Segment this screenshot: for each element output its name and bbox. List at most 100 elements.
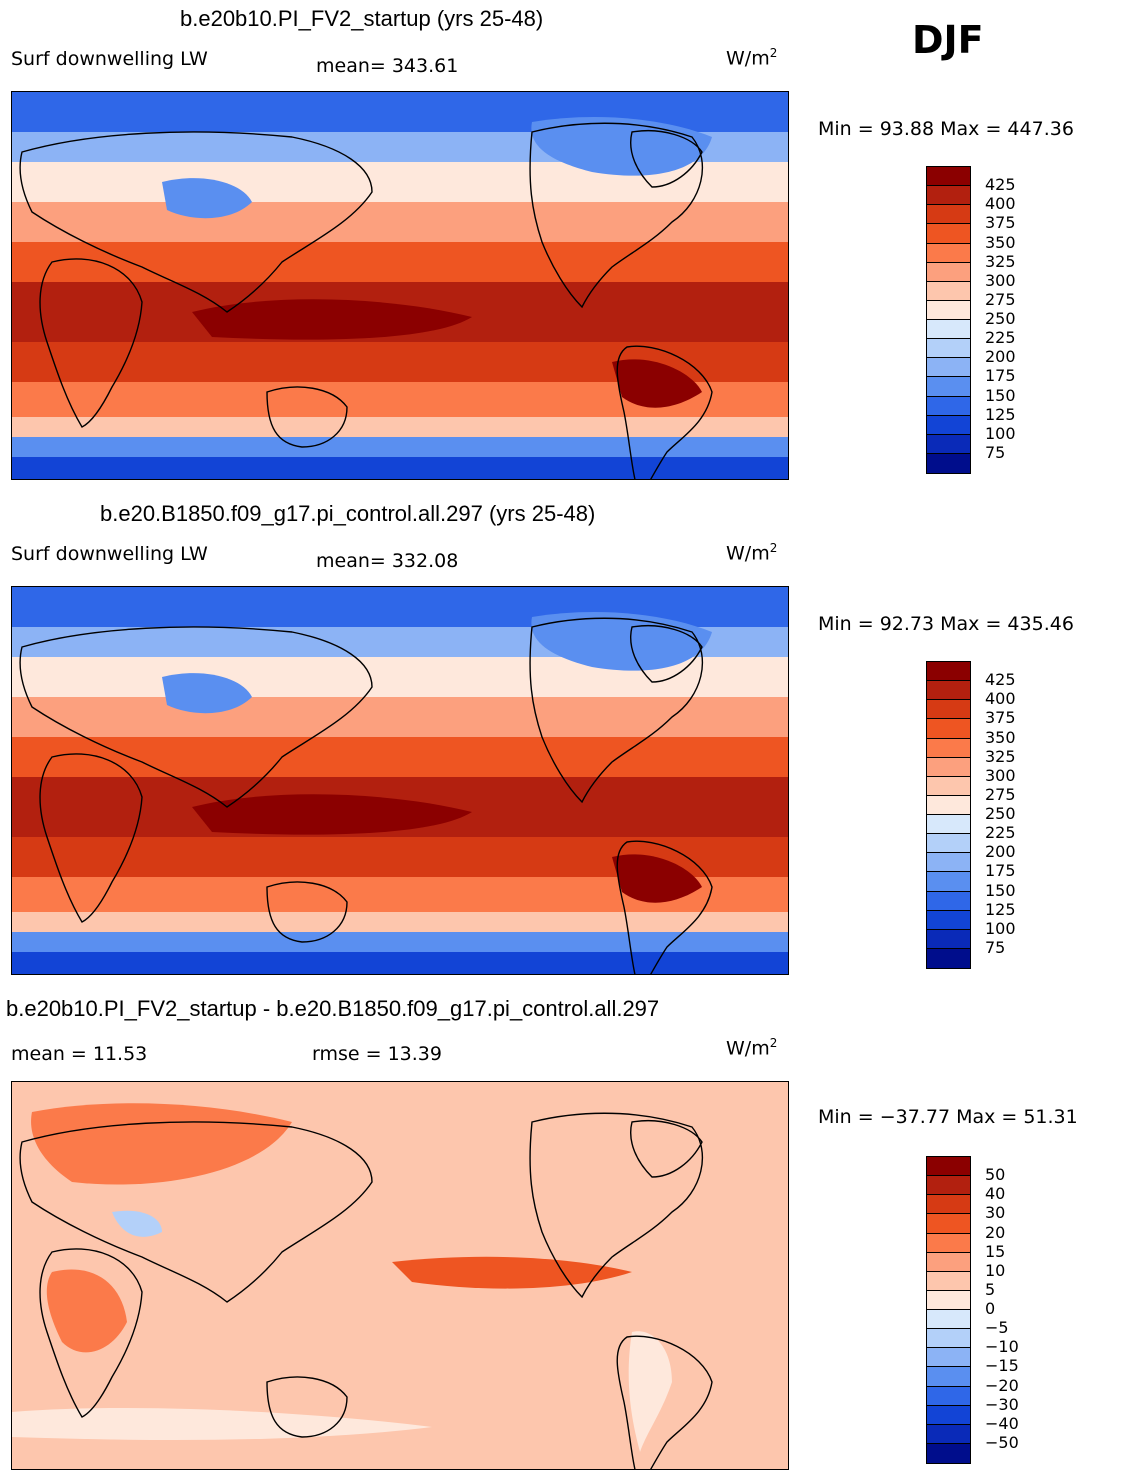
colorbar-label: 225 xyxy=(985,823,1016,843)
colorbar-swatch xyxy=(927,1405,970,1425)
variable-label: Surf downwelling LW xyxy=(11,543,208,565)
colorbar-label: 375 xyxy=(985,213,1016,233)
colorbar-swatch xyxy=(927,757,970,777)
colorbar-swatch xyxy=(927,243,970,263)
colorbar-label: 350 xyxy=(985,232,1016,252)
colorbar-swatch xyxy=(927,948,970,968)
colorbar-swatch xyxy=(927,1176,970,1196)
colorbar-label: 100 xyxy=(985,423,1016,443)
panel-title: b.e20b10.PI_FV2_startup (yrs 25-48) xyxy=(180,6,544,31)
colorbar-label: 325 xyxy=(985,746,1016,766)
colorbar-label: −20 xyxy=(985,1375,1019,1395)
colorbar-swatch xyxy=(927,662,970,682)
colorbar-swatch xyxy=(927,262,970,282)
colorbar-label: 175 xyxy=(985,861,1016,881)
panel-title: b.e20.B1850.f09_g17.pi_control.all.297 (… xyxy=(100,501,596,526)
rmse-value: rmse = 13.39 xyxy=(312,1043,442,1065)
colorbar-label: 200 xyxy=(985,347,1016,367)
colorbar-label: 150 xyxy=(985,880,1016,900)
global-map xyxy=(11,586,789,975)
colorbar-label: 175 xyxy=(985,366,1016,386)
colorbar-label: 275 xyxy=(985,784,1016,804)
colorbar-swatch xyxy=(927,1443,970,1463)
mean-value: mean = 11.53 xyxy=(11,1043,148,1065)
colorbar-label: 150 xyxy=(985,385,1016,405)
colorbar-label: 400 xyxy=(985,689,1016,709)
colorbar-label: −30 xyxy=(985,1394,1019,1414)
colorbar-swatch xyxy=(927,1195,970,1215)
colorbar-swatch xyxy=(927,1329,970,1349)
colorbar xyxy=(926,1156,971,1464)
colorbar-label: 250 xyxy=(985,309,1016,328)
colorbar-label: −50 xyxy=(985,1432,1019,1452)
season-label: DJF xyxy=(912,18,984,62)
mean-value: mean= 332.08 xyxy=(316,550,459,572)
colorbar-swatch xyxy=(927,1233,970,1253)
colorbar-label: 300 xyxy=(985,270,1016,290)
colorbar-label: 125 xyxy=(985,404,1016,424)
colorbar-swatch xyxy=(927,300,970,320)
colorbar-swatch xyxy=(927,719,970,739)
colorbar-swatch xyxy=(927,853,970,873)
colorbar xyxy=(926,661,971,969)
colorbar-label: 20 xyxy=(985,1222,1006,1242)
units-label: W/m2 xyxy=(726,46,778,70)
colorbar-swatch xyxy=(927,1157,970,1177)
colorbar-swatch xyxy=(927,186,970,206)
colorbar-label: 75 xyxy=(985,937,1006,957)
colorbar-label: 350 xyxy=(985,727,1016,747)
colorbar-label: 375 xyxy=(985,708,1016,728)
colorbar-swatch xyxy=(927,1367,970,1387)
colorbar-swatch xyxy=(927,1348,970,1368)
colorbar-label: 125 xyxy=(985,899,1016,919)
colorbar-swatch xyxy=(927,1310,970,1330)
colorbar-swatch xyxy=(927,872,970,892)
colorbar-swatch xyxy=(927,1386,970,1406)
units-label: W/m2 xyxy=(726,1036,778,1060)
colorbar-swatch xyxy=(927,167,970,187)
colorbar-swatch xyxy=(927,453,970,473)
colorbar-swatch xyxy=(927,358,970,378)
colorbar-label: 250 xyxy=(985,804,1016,823)
colorbar-label: 50 xyxy=(985,1165,1006,1185)
colorbar-label: 5 xyxy=(985,1279,996,1299)
colorbar-label: 300 xyxy=(985,765,1016,785)
colorbar-label: 200 xyxy=(985,842,1016,862)
panel-difference: b.e20b10.PI_FV2_startup - b.e20.B1850.f0… xyxy=(0,990,1127,1480)
colorbar-swatch xyxy=(927,815,970,835)
variable-label: Surf downwelling LW xyxy=(11,48,208,70)
colorbar-swatch xyxy=(927,415,970,435)
colorbar-swatch xyxy=(927,681,970,701)
colorbar-label: 0 xyxy=(985,1299,996,1318)
colorbar-swatch xyxy=(927,1252,970,1272)
colorbar-label: 325 xyxy=(985,251,1016,271)
mean-value: mean= 343.61 xyxy=(316,55,459,77)
colorbar-swatch xyxy=(927,434,970,454)
colorbar-swatch xyxy=(927,795,970,815)
min-max-label: Min = −37.77 Max = 51.31 xyxy=(818,1106,1078,1128)
colorbar-label: 425 xyxy=(985,670,1016,690)
colorbar-label: 10 xyxy=(985,1260,1006,1280)
global-map xyxy=(11,1081,789,1470)
map-field xyxy=(12,587,788,974)
map-field xyxy=(12,1082,788,1469)
colorbar-swatch xyxy=(927,700,970,720)
colorbar-swatch xyxy=(927,339,970,359)
map-field xyxy=(12,92,788,479)
colorbar-swatch xyxy=(927,834,970,854)
colorbar-swatch xyxy=(927,929,970,949)
colorbar-swatch xyxy=(927,205,970,225)
panel-model: b.e20b10.PI_FV2_startup (yrs 25-48) Surf… xyxy=(0,0,1127,490)
colorbar-swatch xyxy=(927,891,970,911)
colorbar xyxy=(926,166,971,474)
panel-control: b.e20.B1850.f09_g17.pi_control.all.297 (… xyxy=(0,495,1127,985)
colorbar-swatch xyxy=(927,281,970,301)
colorbar-swatch xyxy=(927,1290,970,1310)
units-label: W/m2 xyxy=(726,541,778,565)
colorbar-label: 100 xyxy=(985,918,1016,938)
colorbar-swatch xyxy=(927,396,970,416)
min-max-label: Min = 92.73 Max = 435.46 xyxy=(818,613,1074,635)
colorbar-swatch xyxy=(927,1271,970,1291)
colorbar-label: 40 xyxy=(985,1184,1006,1204)
colorbar-label: 15 xyxy=(985,1241,1006,1261)
